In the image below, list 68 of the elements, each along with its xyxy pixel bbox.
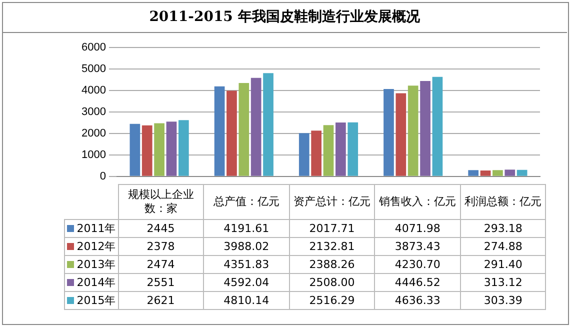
data-label: 4191.61	[204, 220, 290, 238]
bar	[178, 120, 189, 176]
legend-label: 2015年	[64, 292, 118, 310]
bar	[263, 73, 274, 176]
data-label: 2621	[118, 292, 204, 310]
x-tick-label: 规模以上企业数：家	[118, 184, 204, 220]
data-label: 293.18	[460, 220, 546, 238]
data-label: 2474	[118, 256, 204, 274]
data-label: 4592.04	[204, 274, 290, 292]
bar	[468, 170, 479, 176]
data-label: 2516.29	[289, 292, 375, 310]
data-label: 2551	[118, 274, 204, 292]
y-tick-label: 1000	[82, 148, 106, 161]
data-label: 2132.81	[289, 238, 375, 256]
data-label: 4071.98	[374, 220, 460, 238]
legend-label: 2012年	[64, 238, 118, 256]
bar	[226, 90, 237, 176]
chart-title: 2011-2015 年我国皮鞋制造行业发展概况	[2, 2, 567, 33]
bar	[336, 122, 346, 176]
data-label: 303.39	[460, 292, 546, 310]
bar	[311, 130, 322, 176]
y-tick-label: 2000	[82, 128, 106, 140]
data-label: 4810.14	[204, 292, 290, 310]
bar	[480, 170, 491, 176]
bar	[250, 78, 262, 176]
bar	[348, 122, 358, 176]
data-label: 4446.52	[374, 274, 460, 292]
legend-label: 2014年	[64, 274, 118, 292]
x-tick-label: 总产值：亿元	[204, 184, 290, 220]
x-tick-label: 销售收入：亿元	[374, 184, 460, 220]
bar	[298, 133, 310, 176]
bar	[516, 170, 528, 176]
y-tick-label: 4000	[82, 84, 106, 97]
bar	[130, 124, 140, 176]
data-label: 2017.71	[289, 220, 375, 238]
y-tick-label: 3000	[82, 106, 106, 118]
bar	[214, 86, 225, 176]
bar	[384, 88, 394, 176]
y-tick-label: 0	[100, 170, 106, 182]
bar	[238, 82, 250, 176]
legend-label: 2013年	[64, 256, 118, 274]
bar	[408, 86, 418, 176]
data-label: 4351.83	[204, 256, 290, 274]
data-label: 2388.26	[289, 256, 375, 274]
bar	[492, 170, 503, 176]
data-label: 3988.02	[204, 238, 290, 256]
y-tick-label: 6000	[82, 42, 106, 54]
data-label: 313.12	[460, 274, 546, 292]
data-label: 4636.33	[374, 292, 460, 310]
data-label: 291.40	[460, 256, 546, 274]
data-label: 274.88	[460, 238, 546, 256]
data-label: 4230.70	[374, 256, 460, 274]
data-label: 2445	[118, 220, 204, 238]
x-tick-label: 利润总额：亿元	[460, 184, 546, 220]
bar	[166, 122, 177, 176]
bar	[154, 123, 164, 176]
data-label: 2378	[118, 238, 204, 256]
bar	[432, 76, 443, 176]
x-tick-label: 资产总计：亿元	[289, 184, 375, 220]
bar	[142, 125, 152, 176]
bar	[504, 170, 516, 176]
legend-label: 2011年	[64, 220, 118, 238]
bar	[323, 125, 334, 176]
bar	[420, 80, 430, 176]
y-tick-label: 5000	[82, 63, 106, 76]
bar	[396, 93, 406, 176]
data-label: 3873.43	[374, 238, 460, 256]
data-label: 2508.00	[289, 274, 375, 292]
